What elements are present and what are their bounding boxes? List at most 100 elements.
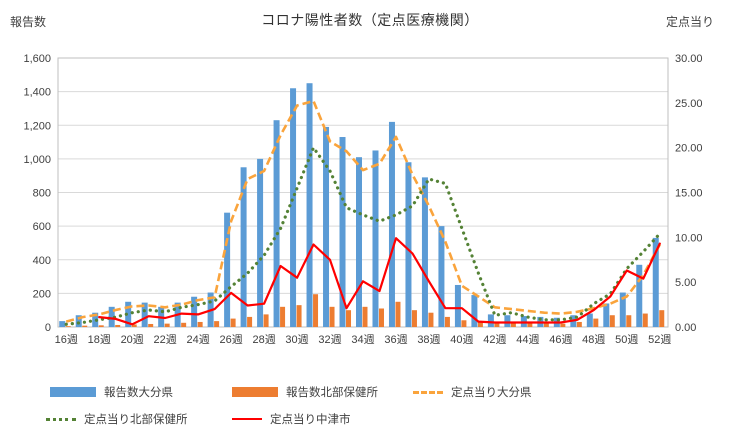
bar-reports-oita	[454, 284, 461, 327]
x-axis-tick: 48週	[582, 333, 605, 346]
bar-reports-hokubu	[82, 325, 88, 327]
x-axis-tick: 46週	[549, 333, 572, 346]
bar-reports-oita	[59, 321, 66, 327]
bar-reports-hokubu	[98, 325, 104, 327]
x-axis-tick: 32週	[318, 333, 341, 346]
bar-reports-oita	[306, 83, 313, 327]
line-per-sentinel-hokubu	[64, 146, 662, 326]
bar-reports-oita	[471, 295, 478, 327]
bar-reports-hokubu	[527, 322, 533, 327]
legend-item-per-sentinel-oita: 定点当り大分県	[413, 384, 532, 400]
bar-reports-oita	[405, 162, 412, 327]
bar-reports-hokubu	[626, 315, 632, 327]
bar-reports-oita	[636, 264, 643, 327]
bar-reports-oita	[388, 121, 395, 327]
bar-reports-hokubu	[214, 321, 220, 327]
bar-reports-hokubu	[164, 323, 170, 327]
x-axis-tick: 22週	[154, 333, 177, 346]
bar-reports-oita	[652, 237, 659, 327]
right-axis-tick: 5.00	[675, 277, 696, 289]
bar-reports-hokubu	[428, 312, 434, 327]
left-axis-unit-label: 報告数	[10, 15, 47, 29]
x-axis-tick: 30週	[285, 333, 308, 346]
bar-reports-hokubu	[543, 322, 549, 327]
chart-title: コロナ陽性者数（定点医療機関）	[261, 12, 479, 28]
bar-reports-hokubu	[115, 324, 121, 327]
bar-reports-hokubu	[346, 310, 352, 327]
bar-reports-hokubu	[444, 316, 450, 327]
left-axis-tick: 800	[33, 188, 51, 200]
legend-item-reports-oita: 報告数大分県	[50, 384, 173, 400]
line-per-sentinel-nakatsu	[98, 237, 661, 326]
bar-reports-oita	[257, 158, 264, 327]
left-axis-tick: 1,400	[23, 87, 51, 99]
bar-reports-hokubu	[576, 321, 582, 327]
x-axis-tick: 20週	[121, 333, 144, 346]
bar-reports-hokubu	[560, 323, 566, 327]
legend-label: 定点当り中津市	[270, 414, 351, 426]
bar-reports-oita	[421, 177, 428, 327]
bar-reports-hokubu	[280, 306, 286, 327]
x-axis-tick: 36週	[384, 333, 407, 346]
bar-reports-hokubu	[329, 306, 335, 327]
x-axis-tick: 38週	[417, 333, 440, 346]
bar-reports-hokubu	[659, 310, 665, 327]
bar-reports-hokubu	[230, 318, 236, 327]
bar-reports-hokubu	[263, 314, 269, 327]
left-axis-tick: 200	[33, 288, 51, 300]
bar-reports-oita	[339, 137, 346, 327]
x-axis-tick: 24週	[187, 333, 210, 346]
bar-reports-oita	[323, 126, 330, 328]
legend-label: 定点当り北部保健所	[84, 414, 188, 426]
bar-reports-oita	[141, 302, 148, 327]
bar-reports-oita	[619, 292, 626, 327]
legend-item-per-sentinel-hokubu: 定点当り北部保健所	[46, 411, 188, 427]
x-axis-tick: 28週	[252, 333, 275, 346]
bar-reports-oita	[125, 301, 132, 327]
bar-reports-hokubu	[477, 321, 483, 327]
left-axis-tick: 400	[33, 255, 51, 267]
bar-reports-hokubu	[510, 321, 516, 327]
bar-reports-hokubu	[395, 301, 401, 327]
bar-reports-hokubu	[494, 321, 500, 327]
bar-reports-oita	[603, 303, 610, 327]
bar-reports-oita	[504, 315, 511, 327]
orange-bar-swatch	[232, 387, 278, 397]
bar-reports-oita	[290, 88, 297, 327]
bar-reports-hokubu	[131, 324, 137, 327]
x-axis-tick: 44週	[516, 333, 539, 346]
bar-reports-oita	[438, 226, 445, 327]
legend-label: 報告数北部保健所	[286, 387, 378, 399]
bar-reports-oita	[273, 120, 280, 327]
x-axis-tick: 34週	[351, 333, 374, 346]
bar-reports-oita	[191, 296, 198, 327]
left-axis-tick: 1,000	[23, 154, 51, 166]
right-axis-tick: 20.00	[675, 143, 703, 155]
bar-reports-hokubu	[362, 306, 368, 327]
bar-reports-hokubu	[461, 320, 467, 327]
x-axis-tick: 26週	[219, 333, 242, 346]
x-axis-tick: 18週	[88, 333, 111, 346]
bar-reports-hokubu	[247, 316, 253, 327]
bar-reports-oita	[487, 314, 494, 327]
left-axis-tick: 0	[45, 322, 51, 334]
legend-label: 報告数大分県	[104, 387, 173, 399]
left-axis-tick: 1,200	[23, 120, 51, 132]
x-axis-tick: 40週	[450, 333, 473, 346]
bar-reports-oita	[224, 212, 231, 327]
bar-reports-oita	[586, 313, 593, 327]
bar-reports-hokubu	[181, 322, 187, 327]
legend-item-reports-hokubu: 報告数北部保健所	[232, 384, 378, 400]
right-axis-tick: 10.00	[675, 232, 703, 244]
line-per-sentinel-oita	[65, 99, 661, 323]
bar-reports-hokubu	[642, 313, 648, 327]
bar-reports-hokubu	[148, 323, 154, 327]
bar-reports-hokubu	[197, 321, 203, 327]
bar-reports-oita	[108, 306, 115, 327]
plot-area: 0 200 400 600 800 1,000 1,200 1,400 1,600 0.00 5.0…	[23, 53, 703, 346]
green-dotted-line-swatch	[46, 417, 76, 421]
left-axis-tick: 1,600	[23, 53, 51, 65]
right-axis-tick: 0.00	[675, 322, 696, 334]
x-axis-tick: 16週	[55, 333, 78, 346]
